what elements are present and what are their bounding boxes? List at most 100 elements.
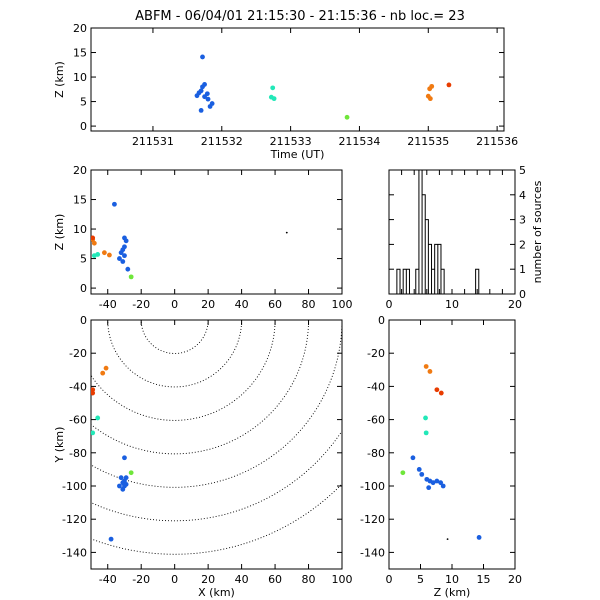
data-point [434, 478, 440, 484]
data-point [271, 96, 277, 102]
plot-frame [388, 319, 516, 570]
data-point [128, 274, 134, 280]
x-ticks: -40 -20 0 20 40 60 80 100 [99, 320, 353, 586]
data-point [100, 370, 106, 376]
x-ticks: 0 10 20 [386, 170, 522, 311]
y-tick-label: -120 [360, 513, 385, 526]
data-point [438, 390, 444, 396]
y-tick-label: 10 [73, 223, 87, 236]
y-tick-label: 5 [80, 253, 87, 266]
y-ticks: -140 -120 -100 -80 -60 -40 -20 0 [62, 314, 342, 559]
data-point [91, 240, 97, 246]
data-point [123, 475, 129, 481]
y-axis-label: number of sources [531, 180, 544, 283]
data-point [122, 253, 127, 259]
y-tick-label: -80 [367, 447, 385, 460]
y-tick-label: -20 [69, 347, 87, 360]
data-point [122, 455, 127, 461]
y-tick-label: 2 [519, 238, 526, 251]
x-tick-label: -40 [99, 573, 117, 586]
y-tick-label: 3 [519, 214, 526, 227]
x-tick-label: 10 [445, 298, 459, 311]
data-point [204, 91, 210, 97]
x-tick-label: 100 [332, 298, 353, 311]
y-tick-label: -60 [69, 414, 87, 427]
y-axis-label: Y (km) [53, 427, 66, 464]
x-tick-label: 0 [171, 298, 178, 311]
data-point [426, 485, 432, 491]
x-tick-label: 20 [201, 573, 215, 586]
data-point [440, 483, 446, 489]
data-points [400, 364, 482, 541]
y-tick-label: 10 [73, 71, 87, 84]
panel-z_y: 0 5 10 15 20 -140 -120 -100 -80 -60 -40 -20 0 Z (km) [360, 314, 522, 599]
data-point [91, 390, 96, 396]
x-tick-label: -40 [99, 298, 117, 311]
x-tick-label: 100 [332, 573, 353, 586]
x-tick-label: -20 [132, 573, 150, 586]
x-ticks: -40 -20 0 20 40 60 80 100 [99, 170, 353, 311]
x-axis-label: Time (UT) [270, 148, 325, 161]
data-point [91, 235, 96, 241]
range-circle [91, 430, 342, 522]
data-point [198, 108, 204, 113]
y-tick-label: 20 [73, 164, 87, 177]
data-point [410, 455, 416, 461]
data-point [438, 480, 444, 486]
data-points [91, 365, 134, 542]
y-tick-label: 0 [80, 120, 87, 133]
data-point [446, 538, 449, 541]
data-point [423, 430, 429, 436]
plot-frame [388, 169, 516, 295]
x-tick-label: 10 [445, 573, 459, 586]
data-point [476, 535, 482, 540]
plot-frame [90, 319, 343, 570]
data-point [205, 96, 211, 102]
data-point [200, 84, 205, 90]
y-ticks: 0 5 10 15 20 [73, 164, 342, 295]
panel-x_y: -40 -20 0 20 40 60 80 100-140-120-100-80-60-40-… [53, 314, 353, 599]
page-title: ABFM - 06/04/01 21:15:30 - 21:15:36 - nb… [135, 9, 465, 24]
x-tick-label: 211531 [132, 135, 174, 148]
data-point [285, 231, 288, 234]
data-point [120, 259, 126, 264]
x-tick-label: 211536 [476, 135, 518, 148]
panel-x_z: -40 -20 0 20 40 60 80 100 0 5 10 15 20 Z (km) [53, 164, 353, 311]
data-point [117, 256, 122, 261]
x-ticks: 0 5 10 15 20 [386, 320, 522, 586]
y-tick-label: 0 [378, 314, 385, 327]
data-point [95, 415, 101, 421]
plot-frame [90, 169, 343, 295]
y-tick-label: -140 [62, 546, 87, 559]
data-point [103, 365, 109, 371]
y-tick-label: 15 [73, 194, 87, 207]
y-tick-label: 5 [519, 164, 526, 177]
x-tick-label: 211535 [407, 135, 449, 148]
data-point [446, 82, 452, 88]
plot-frame [90, 27, 505, 132]
x-tick-label: 20 [508, 573, 522, 586]
x-axis-label: X (km) [198, 586, 235, 599]
x-tick-label: 0 [171, 573, 178, 586]
y-tick-label: -100 [360, 480, 385, 493]
y-tick-label: -40 [367, 380, 385, 393]
data-point [112, 201, 117, 207]
data-point [123, 238, 129, 244]
histogram-outline [389, 169, 515, 295]
data-point [207, 104, 213, 109]
data-point [200, 54, 205, 60]
x-tick-label: 0 [386, 298, 393, 311]
x-tick-label: 60 [268, 573, 282, 586]
data-point [430, 480, 436, 486]
y-tick-label: 0 [80, 282, 87, 295]
y-tick-label: 20 [73, 22, 87, 35]
x-tick-label: 40 [235, 298, 249, 311]
data-point [427, 369, 433, 374]
y-ticks: 0 5 10 15 20 [73, 22, 504, 133]
x-tick-label: 15 [477, 573, 491, 586]
y-tick-label: -40 [69, 380, 87, 393]
y-tick-label: -120 [62, 513, 87, 526]
y-tick-label: -140 [360, 546, 385, 559]
x-axis-label: Z (km) [434, 586, 471, 599]
